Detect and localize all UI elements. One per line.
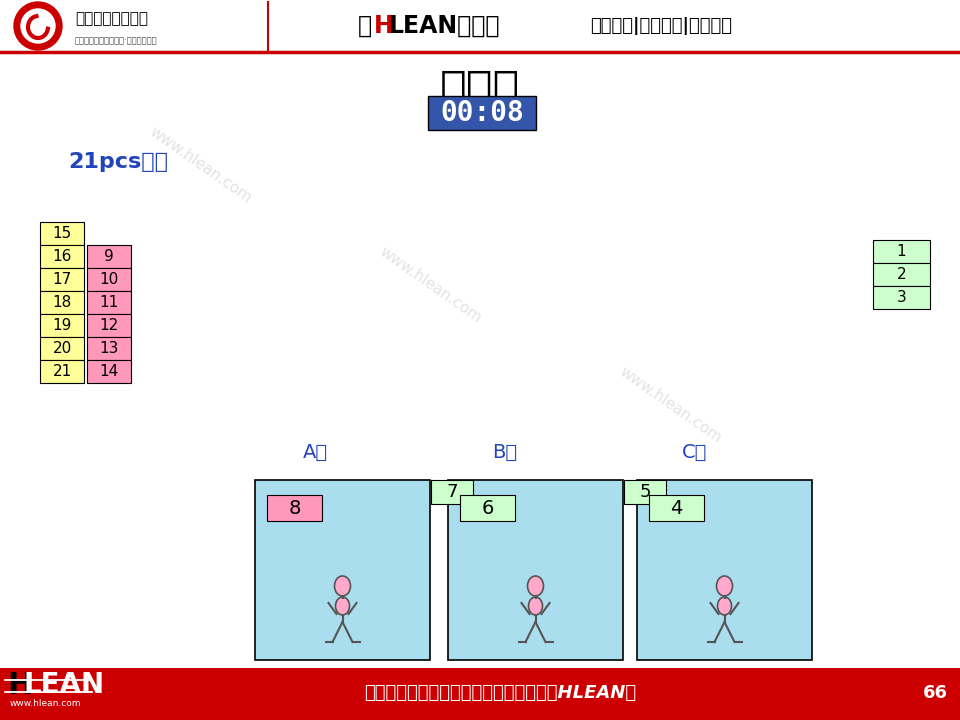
Text: 13: 13 [99,341,119,356]
Text: www.hlean.com: www.hlean.com [376,244,484,326]
Text: 17: 17 [53,272,72,287]
Bar [87,314,131,337]
Text: 1: 1 [897,244,906,259]
Bar [428,96,536,130]
Text: 11: 11 [100,295,119,310]
Ellipse shape [717,597,732,615]
Text: B站: B站 [492,443,517,462]
Bar [255,480,430,660]
Text: LEAN: LEAN [24,671,106,699]
Text: 21: 21 [53,364,72,379]
Bar [873,263,930,286]
Text: 8: 8 [288,498,300,518]
Bar [624,480,666,504]
Bar [40,337,84,360]
Text: 14: 14 [100,364,119,379]
Bar [873,240,930,263]
Text: 15: 15 [53,226,72,241]
Bar [87,360,131,383]
Bar [40,245,84,268]
Text: 12: 12 [100,318,119,333]
Text: 做行业标杆，找精弘益；要幸福高效，用HLEAN！: 做行业标杆，找精弘益；要幸福高效，用HLEAN！ [364,684,636,702]
Circle shape [14,2,62,50]
Text: www.hlean.com: www.hlean.com [10,698,82,708]
Text: H: H [7,670,33,700]
Text: www.hlean.com: www.hlean.com [146,124,253,206]
Text: 18: 18 [53,295,72,310]
Text: LEAN学堂】: LEAN学堂】 [389,14,500,38]
Bar [40,268,84,291]
Text: 5: 5 [639,483,651,501]
Bar [0,52,960,668]
Text: 00:08: 00:08 [440,99,524,127]
Text: A站: A站 [302,443,327,462]
Text: 21pcs产品: 21pcs产品 [68,152,168,172]
Text: H: H [374,14,394,38]
Text: www.hlean.com: www.hlean.com [616,364,724,446]
Text: 单件流: 单件流 [440,68,520,112]
Bar [87,245,131,268]
Text: 10: 10 [100,272,119,287]
Text: 中国先进精益管理体系·智能制造系统: 中国先进精益管理体系·智能制造系统 [75,37,157,45]
Bar [40,222,84,245]
Bar [637,480,812,660]
Bar [448,480,623,660]
Ellipse shape [335,597,349,615]
Bar [431,480,473,504]
Bar [460,495,515,521]
Bar [0,0,960,52]
Bar [40,360,84,383]
Text: 【: 【 [358,14,372,38]
Bar [649,495,704,521]
Circle shape [21,9,55,43]
Bar [0,668,960,720]
Bar [873,286,930,309]
Ellipse shape [716,576,732,596]
Text: 9: 9 [104,249,114,264]
Bar [87,337,131,360]
Text: 66: 66 [923,684,948,702]
Bar [40,314,84,337]
Ellipse shape [529,597,542,615]
Text: 7: 7 [446,483,458,501]
Text: 精益生产|智能制造|管理前沿: 精益生产|智能制造|管理前沿 [590,17,732,35]
Ellipse shape [527,576,543,596]
Text: 2: 2 [897,267,906,282]
Text: 3: 3 [897,290,906,305]
Text: 6: 6 [481,498,493,518]
Bar [87,291,131,314]
Text: 20: 20 [53,341,72,356]
Text: C站: C站 [683,443,708,462]
Text: 精益生产促进中心: 精益生产促进中心 [75,12,148,27]
Bar [87,268,131,291]
Bar [40,291,84,314]
Ellipse shape [334,576,350,596]
Bar [267,495,322,521]
Text: 19: 19 [52,318,72,333]
Text: 16: 16 [52,249,72,264]
Text: 4: 4 [670,498,683,518]
